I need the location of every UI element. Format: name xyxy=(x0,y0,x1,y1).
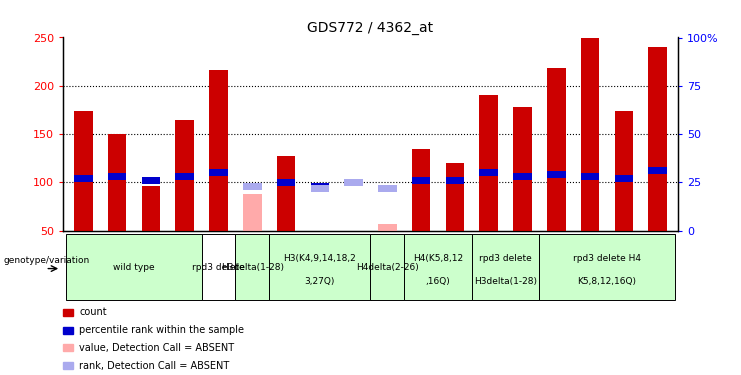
Text: count: count xyxy=(79,307,107,317)
Bar xyxy=(345,179,363,186)
Bar xyxy=(310,185,329,192)
Bar xyxy=(176,173,194,180)
Text: H3delta(1-28): H3delta(1-28) xyxy=(474,277,537,286)
Text: percentile rank within the sample: percentile rank within the sample xyxy=(79,325,245,335)
Bar xyxy=(405,234,472,300)
Bar xyxy=(243,183,262,190)
Bar xyxy=(176,120,194,231)
Bar xyxy=(74,175,93,182)
Bar xyxy=(445,163,465,231)
Bar xyxy=(209,169,227,176)
Bar xyxy=(63,327,73,334)
Text: K5,8,12,16Q): K5,8,12,16Q) xyxy=(577,277,637,286)
Bar xyxy=(412,177,431,184)
Bar xyxy=(142,186,160,231)
Bar xyxy=(142,177,160,184)
Text: H3(K4,9,14,18,2: H3(K4,9,14,18,2 xyxy=(284,254,356,263)
Text: H4(K5,8,12: H4(K5,8,12 xyxy=(413,254,463,263)
Bar xyxy=(547,171,565,178)
Bar xyxy=(202,234,236,300)
Bar xyxy=(539,234,674,300)
Text: genotype/variation: genotype/variation xyxy=(3,256,90,265)
Bar xyxy=(345,179,363,186)
Bar xyxy=(445,177,465,184)
Bar xyxy=(581,173,599,180)
Text: rpd3 delete H4: rpd3 delete H4 xyxy=(573,254,641,263)
Text: rpd3 delete: rpd3 delete xyxy=(192,262,245,272)
Bar xyxy=(514,107,532,231)
Text: rpd3 delete: rpd3 delete xyxy=(479,254,532,263)
Bar xyxy=(648,47,667,231)
Text: value, Detection Call = ABSENT: value, Detection Call = ABSENT xyxy=(79,343,234,353)
Bar xyxy=(479,96,498,231)
Bar xyxy=(370,234,405,300)
Bar xyxy=(648,167,667,174)
Bar xyxy=(479,169,498,176)
Bar xyxy=(209,70,227,231)
Text: rank, Detection Call = ABSENT: rank, Detection Call = ABSENT xyxy=(79,361,230,371)
Bar xyxy=(378,185,396,192)
Bar xyxy=(614,111,634,231)
Text: ,16Q): ,16Q) xyxy=(426,277,451,286)
Bar xyxy=(67,234,202,300)
Text: wild type: wild type xyxy=(113,262,155,272)
Bar xyxy=(63,362,73,369)
Text: H4delta(2-26): H4delta(2-26) xyxy=(356,262,419,272)
Bar xyxy=(514,173,532,180)
Bar xyxy=(107,173,127,180)
Bar xyxy=(236,234,269,300)
Bar xyxy=(547,68,565,231)
Bar xyxy=(63,344,73,351)
Bar xyxy=(472,234,539,300)
Bar xyxy=(581,38,599,231)
Bar xyxy=(310,183,329,190)
Title: GDS772 / 4362_at: GDS772 / 4362_at xyxy=(308,21,433,35)
Bar xyxy=(243,194,262,231)
Bar xyxy=(74,111,93,231)
Bar xyxy=(276,156,296,231)
Bar xyxy=(614,175,634,182)
Bar xyxy=(412,148,431,231)
Bar xyxy=(378,224,396,231)
Bar xyxy=(107,134,127,231)
Bar xyxy=(63,309,73,316)
Text: H3delta(1-28): H3delta(1-28) xyxy=(221,262,284,272)
Bar xyxy=(276,179,296,186)
Text: 3,27Q): 3,27Q) xyxy=(305,277,335,286)
Bar xyxy=(269,234,370,300)
